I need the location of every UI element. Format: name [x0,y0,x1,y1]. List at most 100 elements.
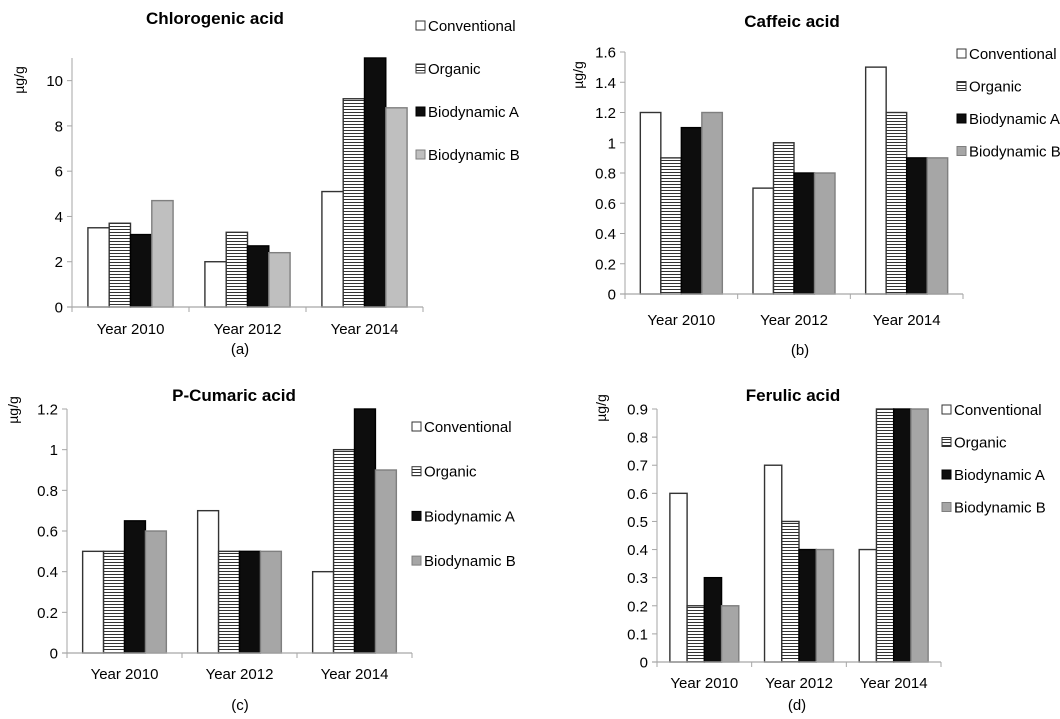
panel-caption: (a) [231,341,249,358]
legend-label: Organic [954,435,1007,452]
y-tick-label: 8 [55,118,63,135]
chart-title: Caffeic acid [744,12,839,31]
y-tick-label: 0 [640,655,648,672]
y-tick-label: 0.4 [627,542,648,559]
bar-biodynamic-a-year-2014 [905,157,928,295]
legend-label: Biodynamic A [969,111,1060,128]
bar-biodynamic-b-year-2010 [151,199,174,308]
y-tick-label: 6 [55,164,63,181]
y-tick-label: 0.8 [37,483,58,500]
bar-conventional-year-2014 [321,190,344,308]
bar-biodynamic-b-year-2012 [268,251,291,308]
bar-conventional-year-2012 [752,187,775,295]
legend-swatch-biodynamic-a [411,510,422,521]
bar-biodynamic-b-year-2012 [259,550,283,654]
legend-label: Conventional [954,402,1042,419]
chart-title: Chlorogenic acid [146,9,284,28]
y-tick-label: 0.4 [37,564,58,581]
chart-panel-a: Chlorogenic acid µg/g 0 2 4 6 8 10 Year 2010 Year… [11,9,520,358]
y-tick-label: 10 [46,73,63,90]
bar-conventional-year-2010 [87,227,110,308]
legend-item-biodynamic-b: Biodynamic B [956,144,1060,161]
legend-item-biodynamic-a: Biodynamic A [956,111,1060,128]
y-tick-label: 0.6 [627,486,648,503]
chart-panel-b: Caffeic acid µg/g 0 0.2 0.4 0.6 0.8 1 1.2 1.4 1.6 Y… [570,12,1060,359]
bar-conventional-year-2010 [669,492,688,663]
legend-item-organic: Organic [956,79,1022,96]
legend-swatch-organic [941,437,952,447]
y-tick-label: 0.2 [627,598,648,615]
y-tick-label: 2 [55,254,63,271]
x-tick-label: Year 2014 [321,666,389,683]
y-tick-label: 1.2 [37,402,58,419]
legend-label: Biodynamic A [428,104,519,121]
legend-label: Biodynamic A [954,467,1045,484]
legend: Conventional Organic Biodynamic A Biodynami… [415,18,520,164]
y-tick-label: 0.1 [627,626,648,643]
y-tick-label: 0.4 [595,226,616,243]
legend-swatch-organic [956,81,967,91]
legend-swatch-biodynamic-a [415,106,426,117]
x-tick-label: Year 2012 [760,312,828,329]
legend-label: Biodynamic B [954,500,1046,517]
legend-item-conventional: Conventional [411,419,512,436]
panel-caption: (c) [231,697,249,714]
x-tick-label: Year 2014 [873,312,941,329]
bar-biodynamic-a-year-2014 [363,57,387,308]
bar-conventional-year-2012 [763,464,783,663]
bar-organic-year-2014 [885,111,908,295]
legend-swatch-conventional [411,421,422,432]
y-axis-label: µg/g [593,394,609,422]
y-tick-label: 0.2 [37,605,58,622]
legend-item-biodynamic-a: Biodynamic A [941,467,1045,484]
legend-label: Biodynamic B [424,553,516,570]
bar-conventional-year-2014 [858,548,878,663]
bar-organic-year-2014 [342,98,366,308]
legend-item-organic: Organic [941,435,1007,452]
legend-item-biodynamic-b: Biodynamic B [415,147,520,164]
bar-conventional-year-2012 [204,261,227,308]
legend-label: Biodynamic A [424,508,515,525]
legend-label: Organic [428,61,481,78]
bar-biodynamic-a-year-2014 [892,408,912,663]
bar-organic-year-2010 [102,550,126,654]
bar-conventional-year-2010 [81,550,105,654]
y-tick-label: 0 [608,287,616,304]
legend-item-biodynamic-a: Biodynamic A [415,104,519,121]
legend-swatch-biodynamic-b [956,146,967,156]
legend-swatch-biodynamic-b [941,502,952,512]
bar-biodynamic-a-year-2012 [798,548,817,663]
bar-biodynamic-a-year-2010 [680,126,703,295]
y-tick-label: 0.7 [627,458,648,475]
y-tick-label: 1.2 [595,105,616,122]
y-tick-label: 1.4 [595,75,616,92]
bar-biodynamic-a-year-2010 [123,520,147,654]
legend-swatch-biodynamic-b [415,149,426,160]
x-tick-label: Year 2010 [670,675,738,692]
chart-panel-d: Ferulic acid µg/g 0 0.1 0.2 0.3 0.4 0.5 0.6 0.7 0.… [593,386,1046,714]
legend: Conventional Organic Biodynamic A Biodynami… [941,402,1046,517]
legend: Conventional Organic Biodynamic A Biodynami… [956,46,1060,161]
bar-conventional-year-2010 [639,111,662,295]
legend-item-biodynamic-a: Biodynamic A [411,508,515,525]
bar-biodynamic-b-year-2012 [813,172,836,295]
y-tick-label: 0.6 [37,524,58,541]
bar-biodynamic-a-year-2014 [353,408,377,654]
bar-biodynamic-a-year-2012 [793,172,816,295]
legend-item-conventional: Conventional [956,46,1057,63]
y-axis-label: µg/g [570,61,586,89]
y-tick-label: 0 [50,646,58,663]
legend-swatch-conventional [415,20,426,31]
bar-biodynamic-a-year-2010 [129,233,153,308]
legend-label: Biodynamic B [428,147,520,164]
y-tick-label: 0.8 [595,166,616,183]
chart-title: Ferulic acid [746,386,840,405]
y-tick-label: 0.3 [627,570,648,587]
legend-item-organic: Organic [411,464,477,481]
legend-label: Organic [424,464,477,481]
y-tick-label: 0.2 [595,256,616,273]
legend-label: Conventional [428,18,516,35]
legend-label: Organic [969,79,1022,96]
x-tick-label: Year 2012 [214,321,282,338]
